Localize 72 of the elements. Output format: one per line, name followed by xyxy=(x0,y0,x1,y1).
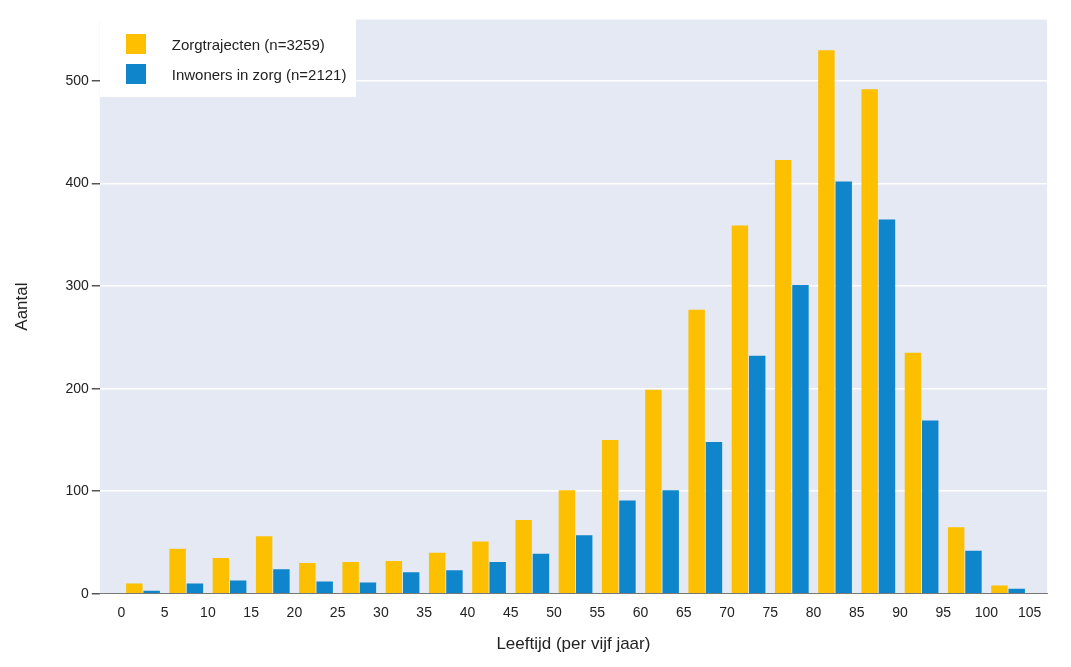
bar xyxy=(947,527,965,594)
bar xyxy=(428,552,446,594)
bar xyxy=(619,500,636,594)
bar xyxy=(731,225,749,594)
bar xyxy=(169,548,186,594)
x-tick-label: 35 xyxy=(416,604,433,621)
x-tick-label: 40 xyxy=(459,604,476,621)
bar xyxy=(229,580,247,594)
bar xyxy=(532,553,550,594)
bar xyxy=(342,562,359,594)
legend-label: Zorgtrajecten (n=3259) xyxy=(171,35,325,53)
bar xyxy=(705,441,723,594)
bar xyxy=(904,352,922,594)
bar xyxy=(835,181,852,594)
bar xyxy=(861,89,878,594)
bar xyxy=(515,519,532,594)
y-tick-label: 0 xyxy=(80,584,89,601)
x-tick-label: 85 xyxy=(848,604,865,621)
bar xyxy=(126,583,143,594)
x-tick-label: 80 xyxy=(805,604,822,621)
bar xyxy=(299,563,316,594)
x-tick-label: 70 xyxy=(719,604,735,621)
legend-label: Inwoners in zorg (n=2121) xyxy=(171,65,347,83)
bar xyxy=(774,159,792,594)
x-tick-label: 105 xyxy=(1018,604,1042,621)
x-axis-title: Leeftijd (per vijf jaar) xyxy=(496,634,651,654)
bar xyxy=(489,562,506,594)
bar xyxy=(255,536,273,594)
bar xyxy=(688,309,705,594)
y-tick-label: 500 xyxy=(65,71,89,88)
x-tick-label: 95 xyxy=(935,604,952,621)
x-tick-label: 5 xyxy=(160,604,169,621)
x-tick-label: 10 xyxy=(200,604,216,621)
bar xyxy=(878,219,896,594)
x-tick-label: 30 xyxy=(373,604,389,621)
x-tick-label: 45 xyxy=(502,604,519,621)
bar xyxy=(922,420,939,594)
y-tick-label: 100 xyxy=(65,482,89,499)
x-tick-label: 75 xyxy=(762,604,779,621)
x-tick-label: 55 xyxy=(589,604,606,621)
x-tick-label: 50 xyxy=(546,604,562,621)
y-axis-title: Aantal xyxy=(11,282,31,331)
bar xyxy=(359,582,377,594)
bar xyxy=(472,541,489,594)
bar xyxy=(818,50,835,594)
bar xyxy=(662,490,679,594)
x-tick-label: 65 xyxy=(675,604,692,621)
bar xyxy=(645,389,662,594)
x-tick-label: 20 xyxy=(286,604,303,621)
bar xyxy=(601,439,619,594)
bar xyxy=(212,557,230,594)
x-tick-label: 100 xyxy=(974,604,999,621)
y-tick-label: 200 xyxy=(65,379,89,396)
x-tick-label: 25 xyxy=(329,604,346,621)
bar xyxy=(273,569,290,594)
y-tick-label: 300 xyxy=(65,276,89,293)
x-tick-label: 0 xyxy=(117,604,126,621)
bar xyxy=(402,572,420,594)
bar xyxy=(558,490,576,594)
bar xyxy=(965,550,982,594)
x-tick-label: 60 xyxy=(632,604,649,621)
y-tick-label: 400 xyxy=(65,174,89,191)
x-tick-label: 15 xyxy=(243,604,260,621)
bar xyxy=(186,583,204,594)
x-tick-label: 90 xyxy=(892,604,908,621)
bar xyxy=(748,355,766,594)
bar xyxy=(316,581,333,594)
bar xyxy=(575,535,593,594)
bar xyxy=(991,585,1008,594)
bar xyxy=(446,570,463,594)
bar xyxy=(385,560,403,594)
bar xyxy=(792,285,809,594)
